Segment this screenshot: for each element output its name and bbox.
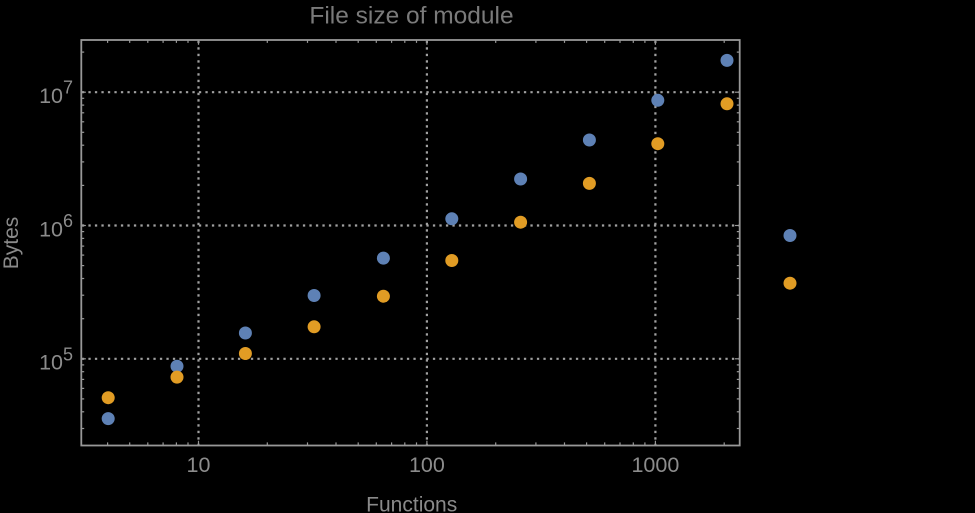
svg-text:File size of module: File size of module	[309, 3, 513, 30]
svg-text:10: 10	[187, 453, 211, 477]
svg-text:100: 100	[409, 453, 445, 477]
svg-text:Functions: Functions	[366, 493, 457, 513]
svg-text:Bytes: Bytes	[0, 217, 23, 270]
svg-text:1000: 1000	[631, 453, 679, 477]
